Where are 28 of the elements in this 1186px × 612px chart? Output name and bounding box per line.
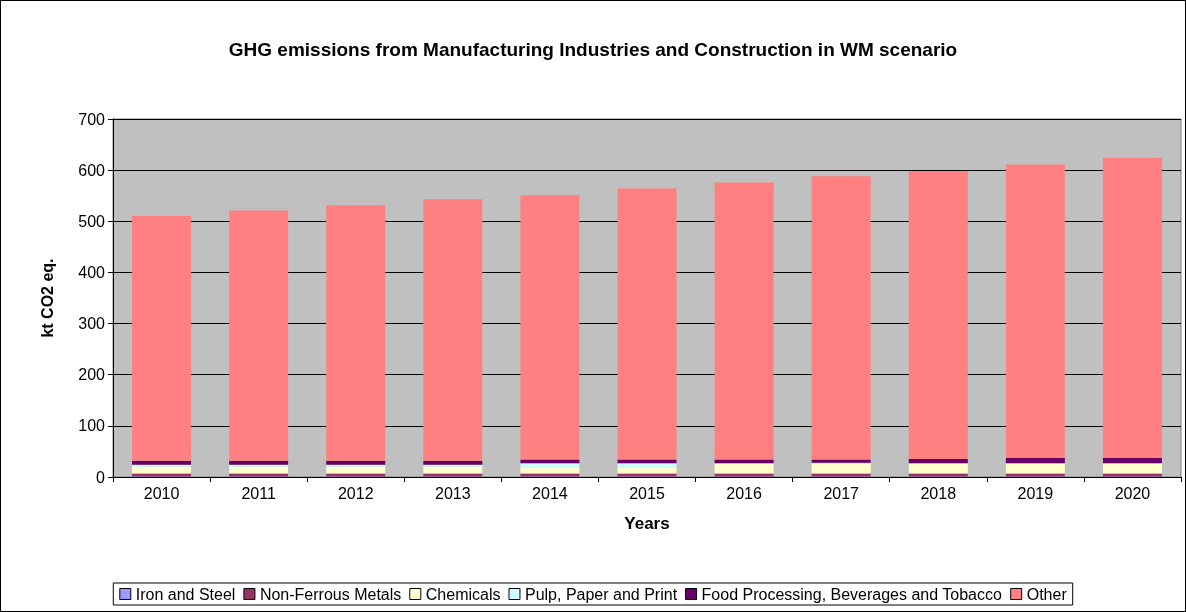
y-tick-label: 600 bbox=[78, 161, 106, 179]
y-tick-label: 200 bbox=[78, 366, 106, 384]
y-tick-label: 400 bbox=[78, 263, 106, 281]
y-tick-label: 0 bbox=[96, 468, 106, 486]
y-axis-title: kt CO2 eq. bbox=[38, 258, 56, 338]
legend-label: Pulp, Paper and Print bbox=[524, 585, 678, 603]
x-tick-label: 2019 bbox=[1017, 484, 1054, 502]
y-tick-label: 100 bbox=[78, 417, 106, 435]
chart-title: GHG emissions from Manufacturing Industries and Construction in WM scenario bbox=[228, 39, 958, 60]
x-tick-label: 2015 bbox=[629, 484, 665, 502]
y-tick-label: 500 bbox=[78, 212, 106, 230]
y-tick-label: 300 bbox=[78, 315, 106, 333]
x-tick-label: 2011 bbox=[241, 484, 276, 502]
x-tick-label: 2020 bbox=[1114, 484, 1151, 502]
x-tick-label: 2016 bbox=[726, 484, 762, 502]
x-tick-label: 2012 bbox=[337, 484, 374, 502]
x-tick-label: 2010 bbox=[143, 484, 180, 502]
legend-label: Chemicals bbox=[425, 585, 501, 603]
x-tick-label: 2013 bbox=[435, 484, 471, 502]
x-tick-label: 2017 bbox=[823, 484, 860, 502]
y-tick-label: 700 bbox=[78, 110, 106, 128]
legend-label: Food Processing, Beverages and Tobacco bbox=[701, 585, 1003, 603]
legend-label: Non-Ferrous Metals bbox=[259, 585, 402, 603]
x-axis-title: Years bbox=[624, 514, 670, 533]
legend-label: Iron and Steel bbox=[135, 585, 236, 603]
x-tick-label: 2014 bbox=[532, 484, 568, 502]
x-tick-label: 2018 bbox=[920, 484, 957, 502]
legend-label: Other bbox=[1026, 585, 1068, 603]
